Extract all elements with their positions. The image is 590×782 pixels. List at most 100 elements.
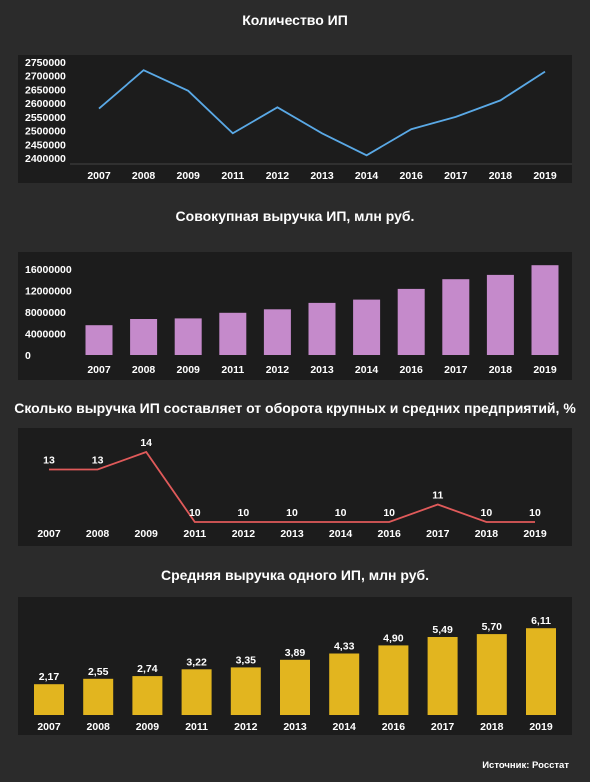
- chart4-data-label: 3,22: [186, 656, 207, 668]
- chart2-x-tick: 2018: [489, 364, 513, 376]
- chart4-x-tick: 2008: [87, 721, 111, 733]
- chart4-bar: [230, 667, 261, 715]
- chart1-x-tick: 2011: [221, 170, 244, 182]
- chart4-bar: [83, 678, 114, 715]
- chart1-x-tick: 2009: [177, 170, 201, 182]
- chart4-bar: [329, 653, 360, 715]
- chart2-y-tick: 4000000: [25, 329, 66, 341]
- chart3-data-label: 13: [92, 455, 104, 467]
- chart3-data-label: 14: [140, 437, 152, 449]
- chart2-bar: [219, 312, 247, 355]
- chart2-x-tick: 2017: [444, 364, 468, 376]
- chart3-x-tick: 2017: [426, 528, 450, 540]
- chart3-x-tick: 2019: [523, 528, 547, 540]
- chart2-bar: [85, 325, 113, 355]
- chart3-x-tick: 2018: [475, 528, 499, 540]
- chart2-x-tick: 2012: [266, 364, 290, 376]
- chart2-x-tick: 2014: [355, 364, 379, 376]
- chart4-x-tick: 2013: [283, 721, 307, 733]
- chart1-x-tick: 2013: [310, 170, 334, 182]
- chart4-title: Средняя выручка одного ИП, млн руб.: [161, 567, 429, 583]
- chart2-bar: [353, 299, 381, 355]
- chart4-x-tick: 2018: [480, 721, 504, 733]
- chart4-data-label: 4,33: [334, 641, 355, 653]
- chart2-bar: [442, 279, 470, 355]
- chart4-data-label: 3,35: [236, 654, 257, 666]
- chart4-data-label: 2,74: [137, 663, 158, 675]
- chart3-data-label: 10: [383, 507, 395, 519]
- chart4-x-tick: 2017: [431, 721, 455, 733]
- chart1-y-tick: 2700000: [25, 71, 66, 83]
- chart2-x-tick: 2007: [87, 364, 111, 376]
- chart4-x-tick: 2014: [333, 721, 357, 733]
- chart2-bar: [531, 265, 559, 355]
- chart2-x-tick: 2019: [533, 364, 557, 376]
- chart4-data-label: 5,49: [432, 624, 453, 636]
- chart4-x-tick: 2019: [529, 721, 553, 733]
- chart4-bar: [427, 637, 458, 715]
- chart4-data-label: 5,70: [482, 621, 503, 633]
- chart4-x-tick: 2011: [185, 721, 208, 733]
- chart3-x-tick: 2011: [183, 528, 206, 540]
- chart2-y-tick: 16000000: [25, 264, 72, 276]
- chart2-panel: [18, 252, 572, 380]
- chart3-series-line: [49, 450, 535, 523]
- chart4-bar: [526, 628, 556, 715]
- chart1-y-tick: 2550000: [25, 112, 66, 124]
- chart4-x-tick: 2009: [136, 721, 160, 733]
- chart1-y-tick: 2600000: [25, 98, 66, 110]
- chart2-bar: [263, 309, 291, 355]
- chart1-title: Количество ИП: [242, 12, 348, 28]
- chart2-x-tick: 2009: [177, 364, 201, 376]
- chart4-data-label: 4,90: [383, 632, 404, 644]
- chart1-x-tick: 2018: [489, 170, 513, 182]
- chart3-panel: [18, 428, 572, 546]
- chart3-x-tick: 2009: [135, 528, 159, 540]
- chart2-y-tick: 0: [25, 350, 31, 362]
- chart1-y-tick: 2750000: [25, 57, 66, 69]
- chart4-data-label: 6,11: [531, 615, 551, 627]
- chart1-y-tick: 2450000: [25, 139, 66, 151]
- chart2-x-tick: 2016: [400, 364, 424, 376]
- chart4-x-tick: 2016: [382, 721, 406, 733]
- chart4-bar: [378, 645, 409, 715]
- chart2-y-tick: 12000000: [25, 286, 72, 298]
- chart1-y-tick: 2400000: [25, 153, 66, 165]
- chart3-x-tick: 2014: [329, 528, 353, 540]
- chart3-data-label: 11: [432, 490, 443, 502]
- chart3-data-label: 10: [238, 507, 250, 519]
- source-note: Источник: Росстат: [482, 760, 569, 771]
- chart4-bar: [476, 634, 507, 715]
- chart3-title: Сколько выручка ИП составляет от оборота…: [14, 400, 576, 416]
- chart2-bar: [486, 274, 514, 355]
- chart3-x-tick: 2012: [232, 528, 256, 540]
- chart2-x-tick: 2011: [221, 364, 244, 376]
- chart1-y-tick: 2500000: [25, 126, 66, 138]
- chart2-bar: [397, 288, 425, 355]
- chart4-data-label: 2,17: [39, 671, 60, 683]
- chart1-x-tick: 2012: [266, 170, 290, 182]
- chart1-panel: [18, 55, 572, 183]
- chart3-x-tick: 2013: [280, 528, 304, 540]
- chart3-x-tick: 2007: [37, 528, 61, 540]
- chart2-bar: [130, 319, 158, 355]
- chart3-data-label: 10: [529, 507, 541, 519]
- chart3-data-label: 10: [335, 507, 347, 519]
- chart4-bar: [34, 684, 64, 715]
- chart4-bar: [132, 676, 163, 715]
- chart2-y-tick: 8000000: [25, 307, 66, 319]
- chart2-title: Совокупная выручка ИП, млн руб.: [176, 208, 415, 224]
- chart3-data-label: 13: [43, 455, 55, 467]
- chart2-x-tick: 2013: [310, 364, 334, 376]
- chart1-y-tick: 2650000: [25, 84, 66, 96]
- chart1-x-tick: 2007: [87, 170, 111, 182]
- chart4-x-tick: 2007: [37, 721, 61, 733]
- chart2-bar: [174, 318, 202, 355]
- chart1-x-tick: 2017: [444, 170, 468, 182]
- chart1-x-tick: 2019: [533, 170, 557, 182]
- chart3-data-label: 10: [189, 507, 201, 519]
- chart1-x-tick: 2016: [400, 170, 424, 182]
